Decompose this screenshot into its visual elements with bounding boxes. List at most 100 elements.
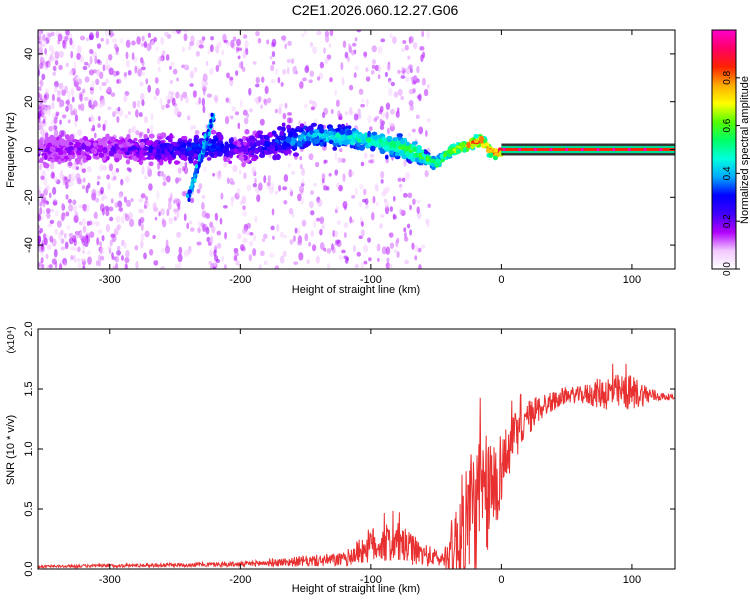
heatmap-cell — [146, 43, 152, 52]
heatmap-cell — [405, 171, 411, 181]
heatmap-cell — [237, 148, 242, 153]
heatmap-cell — [190, 125, 193, 131]
heatmap-cell — [271, 208, 275, 216]
heatmap-cell — [371, 58, 377, 65]
heatmap-cell — [420, 244, 426, 249]
heatmap-cell — [127, 146, 133, 152]
heatmap-cell — [67, 198, 73, 204]
heatmap-cell — [96, 69, 101, 76]
heatmap-cell — [259, 118, 265, 126]
heatmap-cell — [141, 71, 146, 76]
heatmap-cell — [358, 144, 366, 151]
heatmap-cell — [78, 104, 81, 111]
heatmap-cell — [157, 136, 163, 140]
heatmap-cell — [187, 189, 191, 194]
heatmap-cell — [99, 71, 104, 80]
heatmap-cell — [228, 97, 232, 105]
heatmap-cell — [315, 255, 321, 264]
heatmap-cell — [304, 233, 309, 242]
heatmap-cell — [59, 119, 62, 125]
heatmap-cell — [138, 112, 143, 118]
heatmap-cell — [143, 252, 147, 260]
heatmap-cell — [45, 207, 51, 214]
heatmap-cell — [287, 163, 291, 168]
heatmap-cell — [205, 137, 209, 142]
heatmap-cell — [95, 197, 100, 203]
heatmap-cell — [73, 254, 77, 263]
heatmap-cell — [106, 174, 110, 180]
heatmap-cell — [406, 66, 410, 75]
heatmap-cell — [78, 154, 84, 159]
heatmap-cell — [109, 239, 113, 247]
snr-panel: -300 -200 -100 0 100 0.0 0.5 1.0 1.5 2.0 Height o… — [5, 321, 676, 595]
heatmap-cell — [141, 99, 145, 107]
heatmap-cell — [369, 153, 375, 158]
heatmap-cell — [154, 216, 158, 221]
heatmap-cell — [385, 102, 391, 111]
heatmap-cell — [102, 149, 107, 154]
heatmap-cell — [266, 97, 272, 104]
heatmap-cell — [120, 147, 127, 152]
heatmap-cell — [211, 225, 216, 234]
heatmap-cell — [371, 135, 378, 140]
heatmap-cell — [47, 108, 51, 117]
heatmap-cell — [89, 55, 93, 65]
heatmap-cell — [246, 113, 250, 118]
heatmap-cell — [612, 147, 616, 152]
heatmap-cell — [243, 148, 247, 152]
heatmap-cell — [60, 212, 66, 221]
heatmap-cell — [263, 260, 268, 266]
heatmap-cell — [127, 111, 131, 115]
heatmap-cell — [46, 211, 51, 219]
heatmap-cell — [580, 147, 584, 152]
heatmap-cell — [280, 35, 286, 41]
heatmap-cell — [258, 264, 262, 269]
heatmap-cell — [279, 130, 285, 137]
heatmap-cell — [244, 129, 250, 135]
heatmap-cell — [62, 40, 66, 49]
heatmap-cell — [386, 138, 392, 143]
heatmap-cell — [117, 106, 121, 112]
heatmap-cell — [395, 140, 400, 146]
heatmap-cell — [224, 231, 227, 240]
heatmap-cell — [99, 164, 104, 172]
heatmap-cell — [389, 33, 393, 39]
heatmap-cell — [392, 195, 396, 202]
heatmap-cell — [237, 55, 241, 60]
heatmap-cell — [385, 246, 391, 255]
heatmap-cell — [249, 135, 255, 141]
heatmap-cell — [70, 246, 76, 251]
heatmap-cell — [160, 142, 166, 149]
heatmap-cell — [205, 141, 209, 146]
heatmap-cell — [368, 257, 372, 262]
heatmap-cell — [264, 85, 269, 95]
heatmap-cell — [328, 139, 334, 144]
heatmap-cell — [199, 39, 205, 45]
heatmap-cell — [176, 77, 179, 82]
heatmap-cell — [302, 77, 308, 82]
heatmap-cell — [42, 209, 46, 215]
heatmap-cell — [76, 258, 81, 263]
heatmap-cell — [99, 241, 102, 247]
heatmap-cell — [165, 239, 169, 248]
heatmap-cell — [324, 57, 329, 65]
heatmap-cell — [105, 78, 110, 84]
heatmap-cell — [124, 265, 129, 269]
heatmap-cell — [252, 183, 257, 188]
heatmap-cell — [108, 163, 114, 172]
heatmap-cell — [380, 179, 384, 184]
heatmap-cell — [282, 186, 288, 191]
heatmap-cell — [353, 113, 359, 121]
heatmap-cell — [420, 54, 424, 62]
heatmap-cell — [338, 116, 343, 121]
heatmap-cell — [377, 74, 381, 80]
heatmap-cell — [135, 130, 140, 136]
heatmap-cell — [160, 265, 166, 269]
heatmap-cell — [257, 37, 262, 44]
heatmap-cell — [130, 126, 136, 134]
heatmap-cell — [69, 103, 73, 111]
heatmap-cell — [125, 39, 131, 48]
heatmap-cell — [93, 142, 98, 147]
heatmap-cell — [43, 177, 48, 187]
heatmap-cell — [175, 91, 180, 99]
